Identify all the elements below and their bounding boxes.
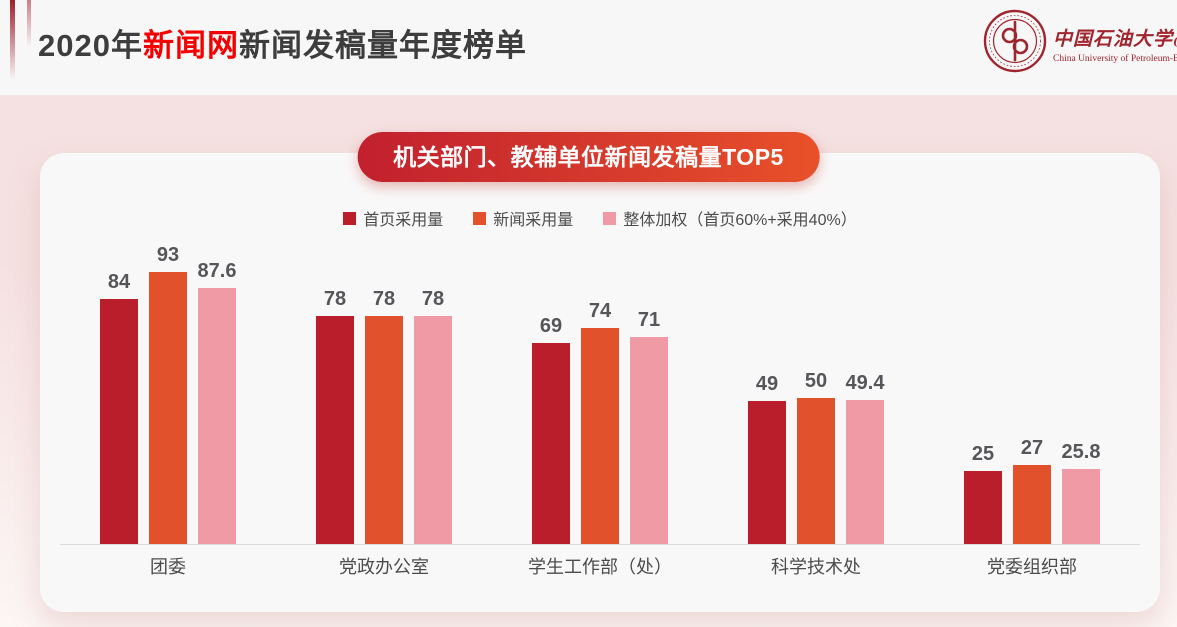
university-name: 中国石油大学(北京) China University of Petroleum… (1053, 24, 1177, 64)
category-label: 党政办公室 (339, 557, 429, 577)
page-title-suffix: 新闻发稿量年度榜单 (238, 28, 527, 63)
university-name-en: China University of Petroleum-Beijing (1053, 53, 1177, 64)
bar-group: 84 93 87.6 团委 (60, 230, 276, 577)
decor-stripe-secondary (27, 0, 31, 48)
chart-card: 首页采用量 新闻采用量 整体加权（首页60%+采用40%） 84 93 87.6 团委 78… (40, 153, 1160, 612)
chart-legend: 首页采用量 新闻采用量 整体加权（首页60%+采用40%） (40, 206, 1160, 230)
bar: 71 (630, 309, 668, 544)
legend-item: 新闻采用量 (473, 206, 573, 230)
page-title-highlight: 新闻网 (142, 28, 239, 63)
university-seal-icon (983, 9, 1047, 78)
bar-value-label: 25 (971, 443, 995, 465)
bar: 25 (964, 443, 1002, 544)
bar-value-label: 74 (588, 300, 612, 322)
bar-value-label: 50 (804, 370, 828, 392)
bar: 78 (414, 288, 452, 544)
bar-value-label: 25.8 (1061, 441, 1101, 463)
bar-group: 49 50 49.4 科学技术处 (708, 230, 924, 577)
bar-value-label: 87.6 (197, 260, 237, 282)
category-label: 党委组织部 (987, 557, 1077, 577)
legend-item: 整体加权（首页60%+采用40%） (603, 206, 857, 230)
university-name-cn-suffix: (北京) (1173, 35, 1177, 48)
legend-swatch-icon (603, 211, 617, 225)
bar-group: 78 78 78 党政办公室 (276, 230, 492, 577)
bar-value-label: 71 (637, 309, 661, 331)
legend-swatch-icon (473, 211, 487, 225)
bar: 50 (797, 370, 835, 544)
bar: 69 (532, 315, 570, 544)
chart-plot: 84 93 87.6 团委 78 78 78 党政办公室 69 74 71 学生工作部（处） 49 50 4… (60, 230, 1140, 577)
bar-group: 69 74 71 学生工作部（处） (492, 230, 708, 577)
bar-value-label: 78 (372, 288, 396, 310)
category-label: 团委 (150, 557, 186, 577)
legend-label: 整体加权（首页60%+采用40%） (623, 212, 857, 229)
university-name-cn: 中国石油大学(北京) (1053, 24, 1177, 51)
bar: 27 (1013, 437, 1051, 544)
bar: 87.6 (198, 260, 236, 544)
bar-group: 25 27 25.8 党委组织部 (924, 230, 1140, 577)
legend-item: 首页采用量 (343, 206, 443, 230)
chart-title-banner: 机关部门、教辅单位新闻发稿量TOP5 (357, 132, 820, 182)
bar-value-label: 49.4 (845, 372, 885, 394)
page-title: 2020年新闻网新闻发稿量年度榜单 (38, 20, 527, 65)
category-label: 学生工作部（处） (528, 557, 672, 577)
bar-value-label: 78 (323, 288, 347, 310)
bar-value-label: 27 (1020, 437, 1044, 459)
bar: 84 (100, 271, 138, 544)
bar-value-label: 93 (156, 244, 180, 266)
bar: 93 (149, 244, 187, 544)
bar: 78 (316, 288, 354, 544)
category-label: 科学技术处 (771, 557, 861, 577)
bar: 25.8 (1062, 441, 1100, 544)
bar: 78 (365, 288, 403, 544)
bar: 49.4 (846, 372, 884, 544)
university-logo: 中国石油大学(北京) China University of Petroleum… (983, 9, 1177, 78)
legend-label: 新闻采用量 (493, 212, 574, 229)
header: 2020年新闻网新闻发稿量年度榜单 中国石油大学(北京) China Unive (0, 0, 1177, 95)
decor-stripe-primary (10, 0, 15, 80)
bar-value-label: 84 (107, 271, 131, 293)
legend-swatch-icon (343, 211, 357, 225)
bar-value-label: 69 (539, 315, 563, 337)
bar: 74 (581, 300, 619, 544)
bar: 49 (748, 373, 786, 544)
page-title-prefix: 2020年 (38, 28, 143, 63)
bar-value-label: 78 (421, 288, 445, 310)
legend-label: 首页采用量 (363, 212, 444, 229)
bar-value-label: 49 (755, 373, 779, 395)
